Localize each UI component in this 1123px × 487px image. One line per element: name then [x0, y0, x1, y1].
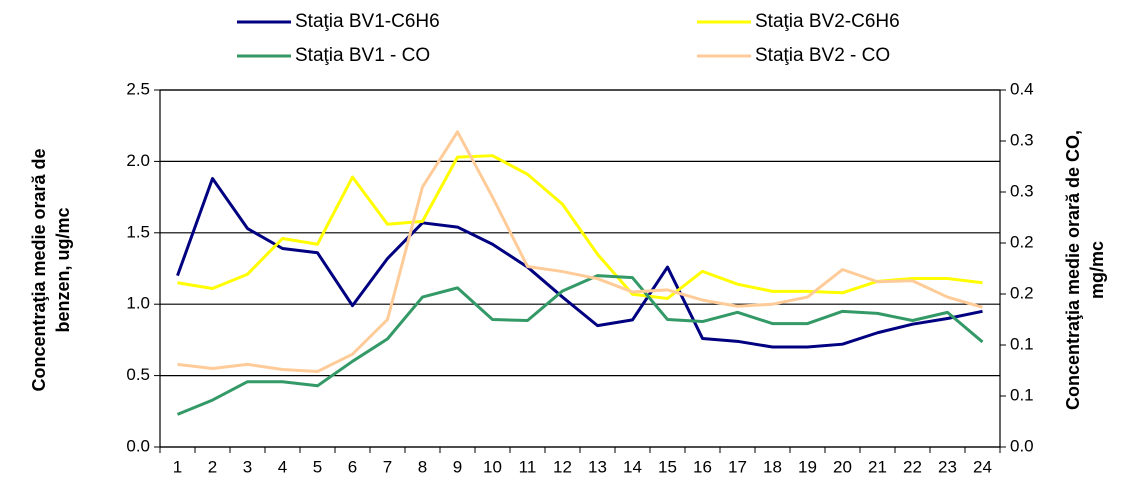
x-tick-label: 24	[973, 457, 992, 476]
x-tick-label: 13	[588, 457, 607, 476]
y-tick-label: 1.0	[126, 294, 150, 313]
y-tick-label: 0.0	[126, 436, 150, 455]
y2-tick-label: 0.0	[1010, 436, 1034, 455]
x-tick-label: 21	[868, 457, 887, 476]
x-tick-label: 11	[519, 457, 537, 476]
x-tick-label: 1	[173, 457, 182, 476]
x-tick-label: 17	[728, 457, 747, 476]
x-tick-label: 8	[418, 457, 427, 476]
y-axis-title-line: Concentraţia medie orară de	[29, 148, 49, 391]
x-tick-label: 23	[938, 457, 957, 476]
x-tick-label: 12	[553, 457, 572, 476]
y-tick-label: 2.5	[126, 79, 150, 98]
legend-label: Staţia BV2 - CO	[755, 45, 890, 66]
y2-tick-label: 0.3	[1010, 181, 1034, 200]
series-line	[177, 130, 983, 374]
legend-label: Staţia BV1 - CO	[295, 45, 430, 66]
series-line	[176, 177, 983, 349]
y2-tick-label: 0.1	[1010, 385, 1034, 404]
series-line	[176, 274, 984, 416]
x-tick-label: 18	[763, 457, 782, 476]
y2-tick-label: 0.1	[1010, 334, 1034, 353]
x-tick-label: 22	[903, 457, 922, 476]
x-tick-label: 3	[243, 457, 252, 476]
x-tick-label: 19	[798, 457, 817, 476]
x-tick-label: 15	[658, 457, 677, 476]
y2-axis-title: Concentraţia medie orară de CO, mg/mc	[1063, 130, 1107, 410]
x-tick-label: 9	[453, 457, 462, 476]
x-tick-label: 2	[208, 457, 217, 476]
y-axis-title-line: benzen, ug/mc	[53, 207, 73, 332]
x-tick-label: 14	[623, 457, 642, 476]
series-line	[177, 154, 983, 300]
x-tick-label: 10	[483, 457, 502, 476]
y-tick-label: 1.5	[126, 222, 150, 241]
x-tick-label: 4	[278, 457, 287, 476]
y-tick-label: 2.0	[126, 151, 150, 170]
legend-label: Staţia BV1-C6H6	[295, 11, 440, 32]
y2-tick-label: 0.3	[1010, 130, 1034, 149]
x-tick-label: 16	[693, 457, 712, 476]
y-tick-label: 0.5	[126, 365, 150, 384]
legend-label: Staţia BV2-C6H6	[755, 11, 900, 32]
y2-axis-title-line: Concentraţia medie orară de CO,	[1063, 130, 1083, 410]
x-tick-label: 5	[313, 457, 322, 476]
y2-tick-label: 0.2	[1010, 283, 1034, 302]
y-axis-title: Concentraţia medie orară de benzen, ug/mc	[29, 148, 73, 391]
y2-axis-title-line: mg/mc	[1087, 241, 1107, 299]
x-tick-label: 6	[348, 457, 357, 476]
y2-tick-label: 0.4	[1010, 79, 1034, 98]
x-tick-label: 7	[383, 457, 392, 476]
y2-tick-label: 0.2	[1010, 232, 1034, 251]
plot-border	[159, 89, 1001, 448]
x-tick-label: 20	[833, 457, 852, 476]
